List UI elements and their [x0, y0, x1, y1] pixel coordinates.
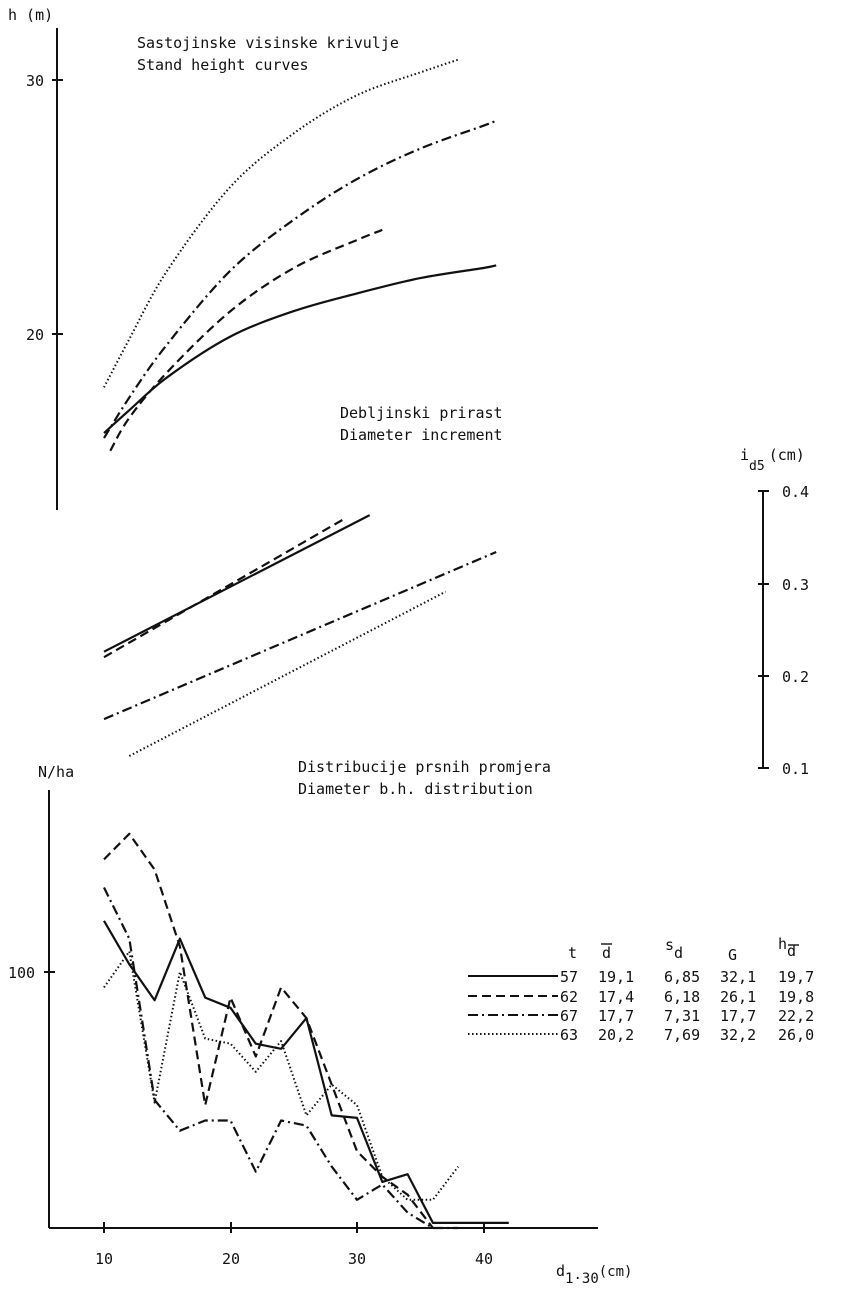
- increment-series-62: [103, 517, 345, 659]
- legend-header-t: t: [568, 944, 577, 962]
- increment-axis-label-unit: (cm): [769, 446, 805, 464]
- legend-d-63: 20,2: [598, 1026, 634, 1044]
- legend-header-s-main: s: [665, 936, 674, 954]
- legend-t-67: 67: [560, 1007, 578, 1025]
- legend-s-63: 7,69: [664, 1026, 700, 1044]
- distribution-lines: [103, 832, 509, 1230]
- increment-series-67: [103, 550, 497, 721]
- legend-d-62: 17,4: [598, 988, 634, 1006]
- legend-G-62: 26,1: [720, 988, 756, 1006]
- legend-h-63: 26,0: [778, 1026, 814, 1044]
- increment-tick-label-0.1: 0.1: [782, 760, 809, 778]
- legend-header-h: hd: [778, 935, 796, 960]
- legend-h-67: 22,2: [778, 1007, 814, 1025]
- legend-G-57: 32,1: [720, 968, 756, 986]
- distribution-x-tick-label-30: 30: [348, 1250, 366, 1268]
- height-tick-label-20: 20: [26, 326, 44, 344]
- height-title-1: Sastojinske visinske krivulje: [137, 34, 399, 52]
- height-series-67: [103, 119, 497, 439]
- legend: t d sd G hd 57 19,1 6,85 32,1 19,7 62 17…: [468, 935, 814, 1044]
- height-series-62: [109, 228, 383, 452]
- legend-row: 63 20,2 7,69 32,2 26,0: [468, 1026, 814, 1044]
- legend-h-62: 19,8: [778, 988, 814, 1006]
- height-series-63: [103, 58, 459, 388]
- increment-series-57: [103, 514, 371, 653]
- distribution-x-axis-label-sub: 1·30: [565, 1271, 599, 1287]
- legend-row: 62 17,4 6,18 26,1 19,8: [468, 988, 814, 1006]
- height-curves: [103, 58, 497, 452]
- distribution-x-tick-label-40: 40: [475, 1250, 493, 1268]
- legend-d-57: 19,1: [598, 968, 634, 986]
- increment-axis-label-main: i: [740, 446, 749, 464]
- height-series-57: [103, 264, 497, 434]
- distribution-series-63: [103, 950, 459, 1201]
- legend-header-s-sub: d: [674, 944, 683, 962]
- legend-header-s: sd: [665, 936, 683, 962]
- height-title-2: Stand height curves: [137, 56, 309, 74]
- distribution-series-62: [103, 832, 434, 1229]
- legend-row: 67 17,7 7,31 17,7 22,2: [468, 1007, 814, 1025]
- increment-lines: [103, 514, 497, 757]
- increment-title-2: Diameter increment: [340, 426, 503, 444]
- distribution-x-axis-label: d1·30(cm): [556, 1262, 632, 1287]
- legend-G-67: 17,7: [720, 1007, 756, 1025]
- legend-h-57: 19,7: [778, 968, 814, 986]
- legend-row: 57 19,1 6,85 32,1 19,7: [468, 968, 814, 986]
- distribution-x-axis-label-main: d: [556, 1262, 565, 1280]
- legend-header-h-sub: d: [787, 942, 796, 960]
- distribution-title-1: Distribucije prsnih promjera: [298, 758, 551, 776]
- legend-header-h-main: h: [778, 935, 787, 953]
- legend-s-57: 6,85: [664, 968, 700, 986]
- distribution-x-tick-label-10: 10: [95, 1250, 113, 1268]
- height-tick-label-30: 30: [26, 72, 44, 90]
- distribution-x-axis-label-unit: (cm): [599, 1264, 633, 1280]
- legend-t-62: 62: [560, 988, 578, 1006]
- increment-series-63: [128, 590, 447, 757]
- increment-title-1: Debljinski prirast: [340, 404, 503, 422]
- increment-tick-label-0.3: 0.3: [782, 576, 809, 594]
- distribution-title-2: Diameter b.h. distribution: [298, 780, 533, 798]
- increment-axis-label: id5 (cm): [740, 446, 805, 474]
- legend-t-57: 57: [560, 968, 578, 986]
- increment-axis-label-sub: d5: [749, 459, 765, 474]
- distribution-x-tick-label-20: 20: [222, 1250, 240, 1268]
- distribution-y-tick-label-100: 100: [8, 964, 35, 982]
- distribution-series-57: [103, 920, 509, 1224]
- legend-header-d: d: [602, 944, 611, 962]
- legend-t-63: 63: [560, 1026, 578, 1044]
- legend-s-62: 6,18: [664, 988, 700, 1006]
- legend-header-G: G: [728, 946, 737, 964]
- height-axis-label: h (m): [8, 6, 53, 24]
- legend-s-67: 7,31: [664, 1007, 700, 1025]
- distribution-y-axis-label: N/ha: [38, 763, 74, 781]
- increment-tick-label-0.4: 0.4: [782, 483, 809, 501]
- legend-d-67: 17,7: [598, 1007, 634, 1025]
- distribution-series-67: [103, 887, 459, 1230]
- legend-G-63: 32,2: [720, 1026, 756, 1044]
- increment-tick-label-0.2: 0.2: [782, 668, 809, 686]
